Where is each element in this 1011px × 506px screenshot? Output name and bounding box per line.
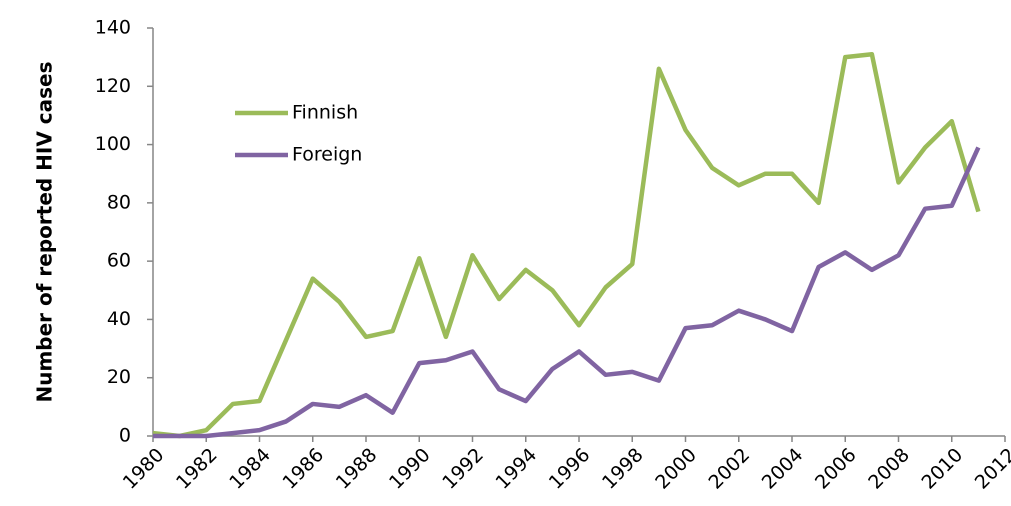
x-tick-label: 1988 — [332, 444, 382, 494]
y-tick-label: 120 — [95, 75, 131, 97]
y-tick-label: 20 — [107, 366, 131, 388]
x-tick-label: 2006 — [811, 444, 861, 494]
x-tick-label: 1992 — [438, 444, 488, 494]
y-tick-label: 60 — [107, 250, 131, 272]
x-tick-label: 2000 — [651, 444, 701, 494]
y-tick-label: 40 — [107, 308, 131, 330]
x-tick-label: 2002 — [704, 444, 754, 494]
x-tick-label: 2004 — [758, 444, 808, 494]
y-axis-label: Number of reported HIV cases — [33, 61, 57, 402]
y-tick-label: 100 — [95, 133, 131, 155]
x-tick-label: 1980 — [119, 444, 169, 494]
x-tick-label: 2010 — [917, 444, 967, 494]
line-series — [152, 51, 981, 439]
y-tick-label: 140 — [95, 17, 131, 39]
x-tick-label: 1984 — [225, 444, 275, 494]
y-tick-label: 0 — [119, 425, 131, 447]
x-tick-label: 2012 — [971, 444, 1011, 494]
x-tick-label: 1986 — [278, 444, 328, 494]
legend-label: Finnish — [292, 102, 358, 124]
x-tick-label: 1982 — [172, 444, 222, 494]
x-tick-label: 1990 — [385, 444, 435, 494]
x-tick-label: 1996 — [545, 444, 595, 494]
x-tick-label: 1998 — [598, 444, 648, 494]
x-tick-label: 1994 — [491, 444, 541, 494]
legend-label: Foreign — [292, 144, 362, 166]
x-tick-label: 2008 — [864, 444, 914, 494]
y-tick-label: 80 — [107, 191, 131, 213]
line-series — [153, 146, 981, 439]
